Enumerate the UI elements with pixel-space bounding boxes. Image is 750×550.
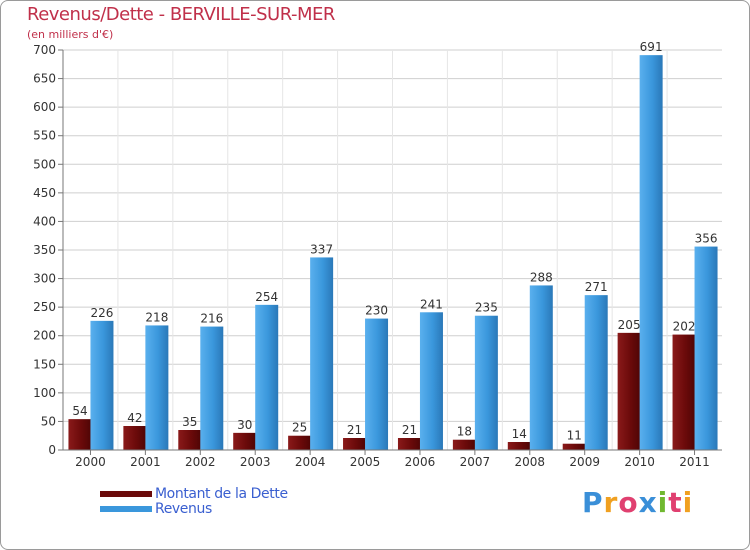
y-tick-label: 550 <box>33 129 56 143</box>
y-tick-label: 50 <box>41 414 56 428</box>
x-tick-label: 2004 <box>295 455 326 469</box>
legend-label-debt: Montant de la Dette <box>155 486 288 502</box>
data-label-revenus: 230 <box>365 304 388 318</box>
bar-debt <box>397 438 421 450</box>
data-label-revenus: 254 <box>255 290 278 304</box>
y-tick-label: 300 <box>33 272 56 286</box>
data-labels: 54 226 42 218 35 216 30 254 25 337 21 230 21 241 18 235… <box>72 40 717 443</box>
bar-revenus <box>474 315 498 450</box>
bar-revenus <box>255 304 279 450</box>
logo-letter: o <box>618 486 639 519</box>
x-tick-label: 2007 <box>460 455 491 469</box>
bar-debt <box>562 443 586 450</box>
legend-swatch-revenus <box>100 506 152 512</box>
logo-letter: P <box>582 486 604 519</box>
y-tick-label: 600 <box>33 100 56 114</box>
bar-debt <box>617 332 641 450</box>
logo-letter: i <box>657 486 669 519</box>
bar-debt <box>233 432 257 450</box>
data-label-debt: 14 <box>512 427 527 441</box>
bar-revenus <box>310 257 334 450</box>
bar-debt <box>343 438 367 450</box>
proxiti-logo: Proxiti <box>582 486 693 519</box>
x-tick-label: 2009 <box>569 455 600 469</box>
y-tick-label: 400 <box>33 214 56 228</box>
grid-lines <box>63 49 722 450</box>
y-tick-label: 650 <box>33 72 56 86</box>
x-tick-label: 2001 <box>130 455 161 469</box>
data-label-revenus: 271 <box>585 280 608 294</box>
data-label-debt: 202 <box>673 320 696 334</box>
y-tick-label: 100 <box>33 386 56 400</box>
data-label-revenus: 691 <box>640 40 663 54</box>
axes: 0 50 100 150 200 250 300 350 400 450 500 550 600 650 7… <box>33 43 722 469</box>
x-tick-label: 2010 <box>624 455 655 469</box>
data-label-revenus: 218 <box>145 310 168 324</box>
chart-subtitle: (en milliers d'€) <box>27 28 114 41</box>
bar-revenus <box>639 55 663 451</box>
logo-letter: r <box>603 486 619 519</box>
y-tick-label: 700 <box>33 43 56 57</box>
bars <box>68 55 718 451</box>
bar-debt <box>68 419 92 450</box>
chart-title: Revenus/Dette - BERVILLE-SUR-MER <box>27 4 335 25</box>
bar-debt <box>672 334 696 450</box>
data-label-revenus: 337 <box>310 242 333 256</box>
bar-revenus <box>90 320 114 450</box>
data-label-debt: 11 <box>567 429 582 443</box>
x-tick-label: 2000 <box>75 455 106 469</box>
bar-debt <box>452 439 476 450</box>
bar-debt <box>178 430 202 450</box>
x-tick-label: 2005 <box>350 455 381 469</box>
y-tick-label: 250 <box>33 300 56 314</box>
x-tick-label: 2006 <box>405 455 436 469</box>
data-label-debt: 25 <box>292 421 307 435</box>
data-label-revenus: 235 <box>475 301 498 315</box>
bar-revenus <box>200 326 224 450</box>
y-tick-label: 450 <box>33 186 56 200</box>
data-label-debt: 54 <box>72 404 87 418</box>
bar-debt <box>288 435 312 450</box>
data-label-debt: 21 <box>347 423 362 437</box>
logo-letter: i <box>682 486 694 519</box>
data-label-debt: 18 <box>457 425 472 439</box>
data-label-debt: 35 <box>182 415 197 429</box>
data-label-debt: 42 <box>127 411 142 425</box>
x-tick-label: 2008 <box>515 455 546 469</box>
logo-letter: x <box>638 486 658 519</box>
legend-swatch-debt <box>100 491 152 497</box>
bar-revenus <box>584 295 608 450</box>
data-label-revenus: 356 <box>695 232 718 246</box>
data-label-debt: 205 <box>618 318 641 332</box>
y-tick-label: 200 <box>33 329 56 343</box>
legend-label-revenus: Revenus <box>155 501 212 517</box>
bar-revenus <box>529 285 553 450</box>
bar-revenus <box>419 312 443 450</box>
y-tick-label: 500 <box>33 157 56 171</box>
bar-revenus <box>694 246 718 450</box>
data-label-revenus: 226 <box>91 306 114 320</box>
data-label-revenus: 216 <box>200 312 223 326</box>
data-label-debt: 21 <box>402 423 417 437</box>
y-tick-label: 0 <box>48 443 56 457</box>
data-label-revenus: 241 <box>420 297 443 311</box>
bar-debt <box>507 442 531 450</box>
y-tick-label: 150 <box>33 357 56 371</box>
x-tick-label: 2011 <box>679 455 710 469</box>
bar-revenus <box>145 325 169 450</box>
data-label-debt: 30 <box>237 418 252 432</box>
data-label-revenus: 288 <box>530 270 553 284</box>
bar-revenus <box>365 318 389 450</box>
bar-debt <box>123 426 147 450</box>
logo-letter: t <box>668 486 683 519</box>
x-tick-label: 2003 <box>240 455 271 469</box>
x-tick-label: 2002 <box>185 455 216 469</box>
y-tick-label: 350 <box>33 243 56 257</box>
